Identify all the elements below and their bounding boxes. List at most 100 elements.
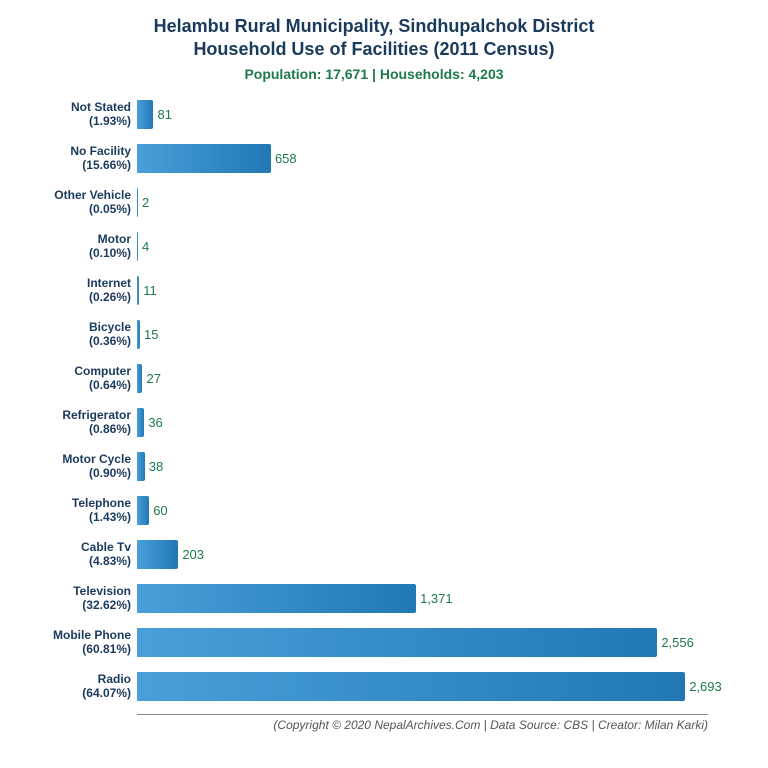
bar-label-name: Not Stated: [22, 100, 131, 114]
title-block: Helambu Rural Municipality, Sindhupalcho…: [10, 15, 738, 82]
bar-value: 2,693: [689, 679, 722, 694]
bar-label: Television(32.62%): [22, 584, 137, 613]
bar-value: 27: [146, 371, 160, 386]
chart-container: Helambu Rural Municipality, Sindhupalcho…: [0, 0, 768, 768]
bar-fill: [137, 672, 685, 701]
bar-fill: [137, 496, 149, 525]
bar-fill: [137, 320, 140, 349]
bar-fill: [137, 540, 178, 569]
bar-label: Mobile Phone(60.81%): [22, 628, 137, 657]
bar-label-name: Other Vehicle: [22, 188, 131, 202]
bar-fill: [137, 584, 416, 613]
bar-row: Television(32.62%)1,371: [22, 576, 738, 620]
bar-value: 2,556: [661, 635, 694, 650]
chart-sub-stats: Population: 17,671 | Households: 4,203: [10, 66, 738, 82]
bar-label: Not Stated(1.93%): [22, 100, 137, 129]
bar-fill: [137, 452, 145, 481]
bar-label-name: Motor Cycle: [22, 452, 131, 466]
bar-label: Cable Tv(4.83%): [22, 540, 137, 569]
bar-fill: [137, 144, 271, 173]
bar-label-name: Radio: [22, 672, 131, 686]
bar-label: Motor(0.10%): [22, 232, 137, 261]
bar-track: 11: [137, 268, 738, 312]
bar-label: Other Vehicle(0.05%): [22, 188, 137, 217]
bar-label: Radio(64.07%): [22, 672, 137, 701]
bar-track: 4: [137, 224, 738, 268]
bar-label-name: No Facility: [22, 144, 131, 158]
bar-label-name: Refrigerator: [22, 408, 131, 422]
bar-value: 15: [144, 327, 158, 342]
bar-fill: [137, 408, 144, 437]
bar-value: 203: [182, 547, 204, 562]
bar-label-name: Motor: [22, 232, 131, 246]
bar-value: 60: [153, 503, 167, 518]
bar-track: 1,371: [137, 576, 738, 620]
bar-label-pct: (32.62%): [22, 598, 131, 612]
bar-label-pct: (1.43%): [22, 510, 131, 524]
bar-row: No Facility(15.66%)658: [22, 136, 738, 180]
bar-label-pct: (0.10%): [22, 246, 131, 260]
bar-track: 36: [137, 400, 738, 444]
bar-fill: [137, 188, 138, 217]
bar-track: 2: [137, 180, 738, 224]
bar-label-name: Television: [22, 584, 131, 598]
bar-label: Bicycle(0.36%): [22, 320, 137, 349]
bar-label-name: Computer: [22, 364, 131, 378]
bar-fill: [137, 276, 139, 305]
bar-track: 60: [137, 488, 738, 532]
bar-label-name: Cable Tv: [22, 540, 131, 554]
bar-label: Motor Cycle(0.90%): [22, 452, 137, 481]
bars-area: Not Stated(1.93%)81No Facility(15.66%)65…: [10, 92, 738, 708]
bar-track: 15: [137, 312, 738, 356]
bar-fill: [137, 628, 657, 657]
bar-label-pct: (0.05%): [22, 202, 131, 216]
chart-title-line2: Household Use of Facilities (2011 Census…: [10, 38, 738, 61]
chart-title-line1: Helambu Rural Municipality, Sindhupalcho…: [10, 15, 738, 38]
bar-fill: [137, 100, 153, 129]
bar-row: Mobile Phone(60.81%) 2,556: [22, 620, 738, 664]
bar-label: Internet(0.26%): [22, 276, 137, 305]
bar-label: Computer(0.64%): [22, 364, 137, 393]
bar-row: Not Stated(1.93%) 81: [22, 92, 738, 136]
bar-row: Telephone(1.43%) 60: [22, 488, 738, 532]
bar-row: Cable Tv(4.83%) 203: [22, 532, 738, 576]
bar-track: 81: [137, 92, 738, 136]
bar-label-pct: (15.66%): [22, 158, 131, 172]
bar-track: 658: [137, 136, 738, 180]
bar-value: 4: [142, 239, 149, 254]
bar-label-name: Bicycle: [22, 320, 131, 334]
bar-row: Radio(64.07%) 2,693: [22, 664, 738, 708]
bar-track: 203: [137, 532, 738, 576]
bar-track: 38: [137, 444, 738, 488]
bar-label-name: Internet: [22, 276, 131, 290]
bar-row: Internet(0.26%) 11: [22, 268, 738, 312]
bar-track: 27: [137, 356, 738, 400]
bar-label-pct: (0.36%): [22, 334, 131, 348]
bar-track: 2,693: [137, 664, 738, 708]
bar-value: 36: [148, 415, 162, 430]
bar-value: 38: [149, 459, 163, 474]
bar-label-pct: (0.64%): [22, 378, 131, 392]
bar-row: Computer(0.64%) 27: [22, 356, 738, 400]
bar-row: Motor(0.10%) 4: [22, 224, 738, 268]
bar-label-pct: (0.86%): [22, 422, 131, 436]
bar-value: 2: [142, 195, 149, 210]
bar-label-pct: (60.81%): [22, 642, 131, 656]
bar-label-pct: (0.90%): [22, 466, 131, 480]
bar-value: 81: [157, 107, 171, 122]
bar-row: Motor Cycle(0.90%) 38: [22, 444, 738, 488]
bar-row: Other Vehicle(0.05%) 2: [22, 180, 738, 224]
bar-label-pct: (0.26%): [22, 290, 131, 304]
bar-label: Telephone(1.43%): [22, 496, 137, 525]
bar-label-name: Telephone: [22, 496, 131, 510]
bar-label-pct: (4.83%): [22, 554, 131, 568]
bar-row: Bicycle(0.36%) 15: [22, 312, 738, 356]
bar-row: Refrigerator(0.86%) 36: [22, 400, 738, 444]
bar-fill: [137, 364, 142, 393]
bar-value: 11: [143, 283, 157, 298]
bar-label-pct: (1.93%): [22, 114, 131, 128]
bar-label-name: Mobile Phone: [22, 628, 131, 642]
bar-label-pct: (64.07%): [22, 686, 131, 700]
bar-label: No Facility(15.66%): [22, 144, 137, 173]
bar-label: Refrigerator(0.86%): [22, 408, 137, 437]
